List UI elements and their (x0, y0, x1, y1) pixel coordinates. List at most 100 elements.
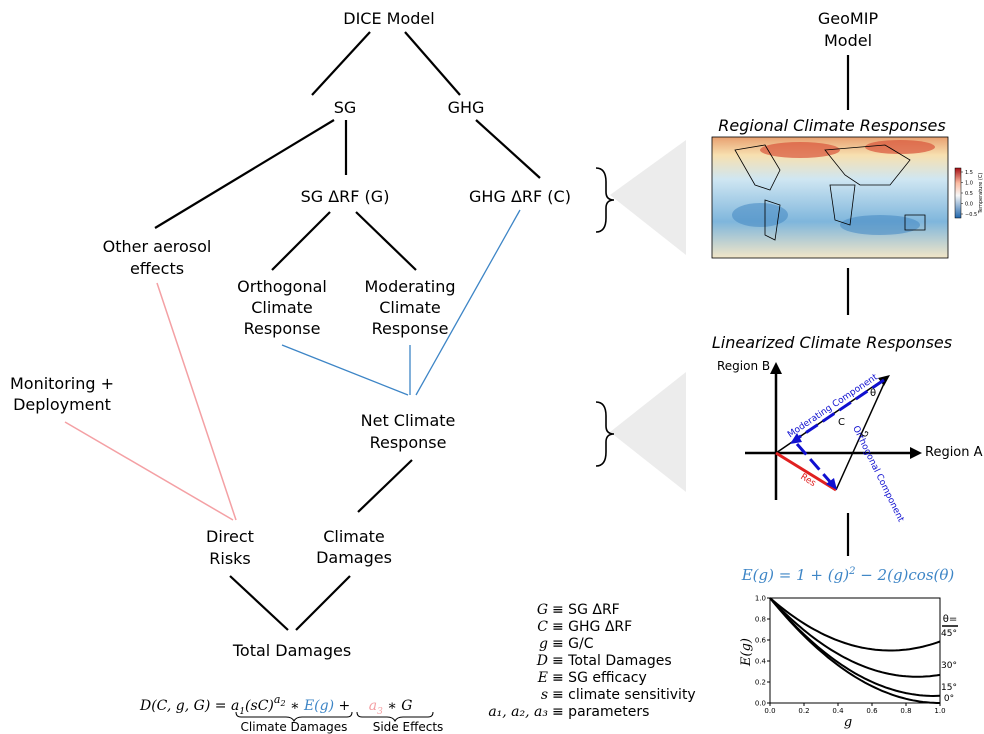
def-symbol: G (537, 602, 548, 618)
def-text: ≡ GHG ΔRF (552, 619, 632, 635)
brace-label: Side Effects (373, 720, 444, 734)
brace-label: Climate Damages (241, 720, 348, 734)
map (711, 136, 962, 259)
y-tick-label: 0.2 (755, 679, 766, 687)
x-tick-label: 0.0 (764, 707, 775, 715)
x-tick-label: 0.4 (832, 707, 844, 715)
node: SG (334, 98, 357, 117)
y-tick-label: 0.6 (755, 637, 767, 645)
def-symbol: E (537, 670, 548, 686)
def-text: ≡ climate sensitivity (552, 687, 696, 703)
y-tick-label: 0.4 (755, 658, 767, 666)
efficacy-curve (769, 597, 941, 678)
node: Climate (251, 298, 313, 317)
node: Response (244, 319, 321, 338)
def-symbol: a₁, a₂, a₃ (488, 704, 548, 720)
curve-label: 15° (941, 683, 957, 693)
eq-part: 1 (239, 707, 245, 717)
legend-title: θ= (943, 614, 958, 625)
node: Climate (379, 298, 441, 317)
node: Moderating (365, 277, 456, 296)
efficacy-plot (769, 597, 958, 704)
y-tick-label: 0.0 (755, 700, 766, 708)
colorbar-tick-label: 0.5 (965, 191, 973, 197)
node: effects (130, 259, 184, 278)
axis-label: g (844, 715, 852, 730)
vector-label: Res (798, 472, 817, 489)
node: Net Climate (361, 411, 456, 430)
node: DICE Model (343, 9, 434, 28)
formula-part: 2 (848, 566, 855, 577)
curve-label: 45° (941, 629, 957, 639)
def-text: ≡ G/C (552, 636, 594, 652)
def-text: ≡ SG ΔRF (552, 602, 620, 618)
eq-part: 2 (279, 699, 285, 708)
efficacy-curves: 0.0 0.2 0.4 0.6 0.8 1.0 0.0 0.2 0.4 0.6 0.8 1.0 45° 3… (755, 595, 957, 716)
eq-part: E(g) (303, 698, 334, 714)
vector-diagram (745, 362, 922, 500)
node: Monitoring + (10, 374, 114, 393)
vector-label: G (860, 429, 872, 440)
efficacy-formula: E(g) = 1 + (g)2 − 2(g)cos(θ) (741, 566, 955, 584)
x-tick-label: 0.2 (798, 707, 809, 715)
vector-label: Orthogonal Component (850, 424, 905, 524)
def-symbol: s (541, 687, 548, 703)
node: Total Damages (232, 641, 351, 660)
efficacy-curve (769, 597, 940, 704)
node: Deployment (13, 395, 111, 414)
y-tick-label: 1.0 (755, 595, 766, 603)
node: GHG ΔRF (C) (469, 187, 571, 206)
curve-label: 0° (944, 694, 954, 704)
vector-label: C (838, 417, 845, 428)
node: Other aerosol (103, 237, 212, 256)
node: GHG (448, 98, 485, 117)
eq-part: a (369, 698, 377, 714)
section-title: Linearized Climate Responses (712, 333, 952, 352)
axis-label: Region A (925, 445, 983, 460)
eq-part: a (274, 693, 281, 706)
def-text: ≡ parameters (552, 704, 649, 720)
x-tick-label: 0.6 (866, 707, 878, 715)
y-tick-label: 0.8 (755, 616, 766, 624)
node: SG ΔRF (G) (301, 187, 390, 206)
eq-part: ∗ G (383, 698, 413, 714)
eq-part: + (334, 698, 355, 714)
eq-part: 3 (377, 707, 383, 717)
x-tick-label: 0.8 (900, 707, 911, 715)
colorbar-tick-label: −0.5 (965, 212, 977, 218)
node: Direct (206, 527, 254, 546)
axis-label: Region B (717, 359, 770, 373)
node: GeoMIP (818, 9, 879, 28)
section-title: Regional Climate Responses (718, 116, 945, 135)
curve-label: 30° (941, 661, 957, 671)
formula-part: − 2(g)cos(θ) (855, 566, 954, 584)
colorbar-tick-label: 1.5 (965, 170, 973, 176)
right-structure (595, 55, 850, 556)
colorbar-tick-label: 1.0 (965, 181, 973, 187)
node: Model (824, 31, 872, 50)
node: Damages (316, 548, 392, 567)
node: Response (372, 319, 449, 338)
eq-part: D(C, g, G) = (139, 698, 231, 714)
node: Orthogonal (237, 277, 327, 296)
eq-part: (sC) (245, 698, 274, 714)
eq-part: ∗ (286, 698, 304, 714)
node: Risks (209, 549, 251, 568)
colorbar-tick-label: 0.0 (965, 202, 973, 208)
colorbar-ticks: 1.5 1.0 0.5 0.0 −0.5 (961, 170, 977, 218)
formula-part: E(g) = 1 + (g) (741, 566, 849, 584)
eq-part: a (231, 698, 239, 714)
def-symbol: g (539, 636, 548, 652)
efficacy-curve (769, 597, 941, 652)
node: Response (370, 433, 447, 452)
vector-label: θ (870, 388, 876, 399)
equation: D(C, g, G) = a1(sC)a2 ∗ E(g) + a3 ∗ G (139, 693, 412, 717)
node: Climate (323, 527, 385, 546)
labels: DICE Model SG GHG SG ΔRF (G) GHG ΔRF (C)… (10, 9, 983, 734)
def-symbol: D (536, 653, 548, 669)
axis-label: E(g) (739, 638, 754, 667)
def-symbol: C (537, 619, 548, 635)
def-text: ≡ SG efficacy (552, 670, 647, 686)
